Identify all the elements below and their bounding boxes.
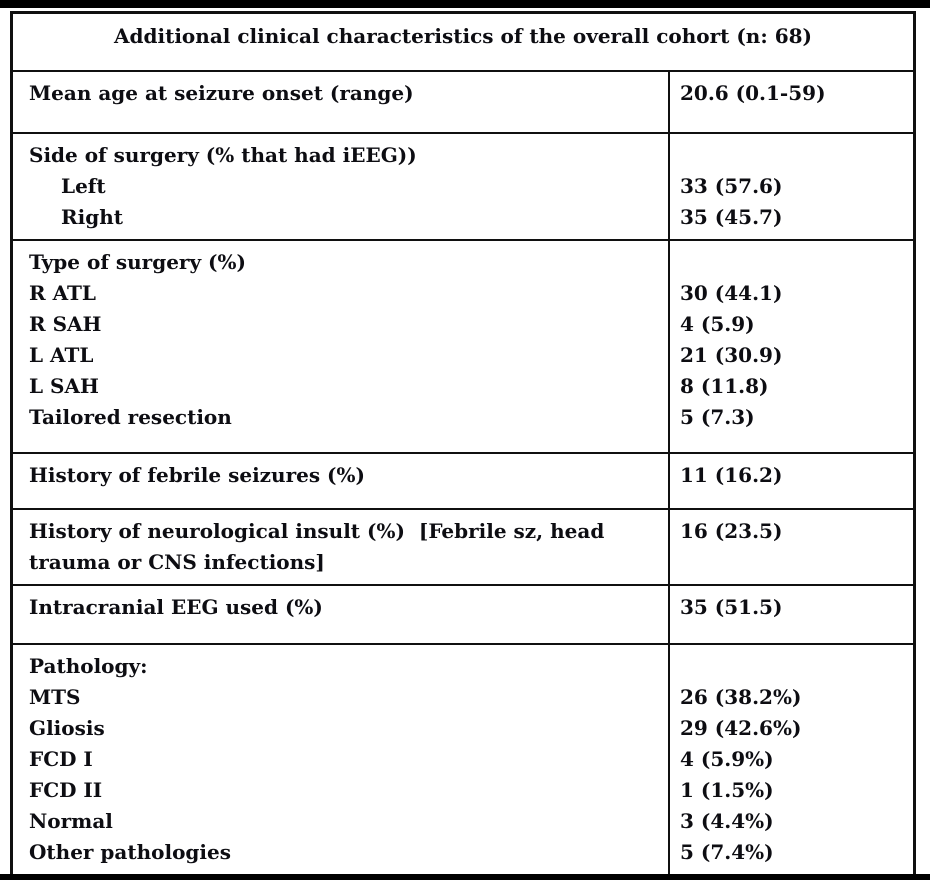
characteristic-label: trauma or CNS infections]: [29, 550, 325, 574]
table-row: History of neurological insult (%) [Febr…: [13, 510, 913, 586]
characteristic-value: 4 (5.9%): [680, 747, 774, 771]
characteristic-cell: Side of surgery (% that had iEEG)) Left Ri…: [13, 134, 670, 239]
characteristic-label: Mean age at seizure onset (range): [29, 81, 414, 105]
value-cell: 16 (23.5): [670, 510, 913, 584]
characteristic-cell: Intracranial EEG used (%): [13, 586, 670, 643]
characteristic-label: FCD II: [29, 778, 103, 802]
characteristic-value: 26 (38.2%): [680, 685, 802, 709]
characteristic-cell: History of febrile seizures (%): [13, 454, 670, 508]
characteristic-label: Tailored resection: [29, 405, 232, 429]
table-row: Mean age at seizure onset (range) 20.6 (0…: [13, 72, 913, 134]
characteristic-cell: Type of surgery (%) R ATL R SAH L ATL L SAH T…: [13, 241, 670, 452]
characteristic-value: 3 (4.4%): [680, 809, 774, 833]
table-row: Type of surgery (%) R ATL R SAH L ATL L SAH T…: [13, 241, 913, 454]
characteristic-value: [680, 247, 905, 278]
characteristic-value: 11 (16.2): [680, 463, 783, 487]
table-body: Mean age at seizure onset (range) 20.6 (0…: [13, 72, 913, 877]
characteristic-value: [680, 140, 905, 171]
characteristic-value: [680, 547, 905, 578]
characteristic-label: History of febrile seizures (%): [29, 463, 365, 487]
value-cell: 33 (57.6) 35 (45.7): [670, 134, 913, 239]
table-title: Additional clinical characteristics of t…: [13, 14, 913, 72]
characteristic-cell: Mean age at seizure onset (range): [13, 72, 670, 132]
value-cell: 26 (38.2%) 29 (42.6%) 4 (5.9%) 1 (1.5%) 3 (4…: [670, 645, 913, 877]
characteristic-label: L SAH: [29, 374, 99, 398]
characteristic-label: Pathology:: [29, 654, 148, 678]
value-cell: 35 (51.5): [670, 586, 913, 643]
characteristic-value: 4 (5.9): [680, 312, 755, 336]
characteristic-value: 20.6 (0.1-59): [680, 81, 826, 105]
characteristic-value: 35 (51.5): [680, 595, 783, 619]
top-horizontal-rule: [0, 0, 930, 8]
characteristic-value: 35 (45.7): [680, 205, 783, 229]
characteristic-label: R ATL: [29, 281, 96, 305]
characteristic-value: [680, 651, 905, 682]
table-row: History of febrile seizures (%) 11 (16.2): [13, 454, 913, 510]
table-row: Side of surgery (% that had iEEG)) Left Ri…: [13, 134, 913, 241]
value-cell: 11 (16.2): [670, 454, 913, 508]
characteristic-cell: Pathology: MTS Gliosis FCD I FCD II Normal Oth…: [13, 645, 670, 877]
characteristic-label: Left: [61, 174, 106, 198]
characteristic-label: FCD I: [29, 747, 93, 771]
characteristic-label: History of neurological insult (%) [Febr…: [29, 519, 605, 543]
value-cell: 30 (44.1) 4 (5.9) 21 (30.9) 8 (11.8) 5 (7.3): [670, 241, 913, 452]
characteristic-label: Normal: [29, 809, 113, 833]
characteristic-label: L ATL: [29, 343, 94, 367]
characteristic-value: 33 (57.6): [680, 174, 783, 198]
characteristic-value: 5 (7.3): [680, 405, 755, 429]
characteristic-label: MTS: [29, 685, 81, 709]
characteristic-value: 16 (23.5): [680, 519, 783, 543]
characteristic-label: Type of surgery (%): [29, 250, 246, 274]
characteristic-label: Side of surgery (% that had iEEG)): [29, 143, 417, 167]
characteristic-value: 8 (11.8): [680, 374, 769, 398]
characteristic-label: Intracranial EEG used (%): [29, 595, 323, 619]
characteristic-value: 1 (1.5%): [680, 778, 774, 802]
characteristic-value: 5 (7.4%): [680, 840, 774, 864]
clinical-characteristics-table: Additional clinical characteristics of t…: [10, 11, 916, 880]
value-cell: 20.6 (0.1-59): [670, 72, 913, 132]
characteristic-label: Right: [61, 205, 123, 229]
table-row: Pathology: MTS Gliosis FCD I FCD II Normal Oth…: [13, 645, 913, 877]
characteristic-cell: History of neurological insult (%) [Febr…: [13, 510, 670, 584]
bottom-horizontal-rule: [0, 874, 930, 880]
characteristic-value: 30 (44.1): [680, 281, 783, 305]
characteristic-label: Gliosis: [29, 716, 105, 740]
table-row: Intracranial EEG used (%) 35 (51.5): [13, 586, 913, 645]
characteristic-label: Other pathologies: [29, 840, 231, 864]
characteristic-label: R SAH: [29, 312, 102, 336]
characteristic-value: 21 (30.9): [680, 343, 783, 367]
characteristic-value: 29 (42.6%): [680, 716, 802, 740]
